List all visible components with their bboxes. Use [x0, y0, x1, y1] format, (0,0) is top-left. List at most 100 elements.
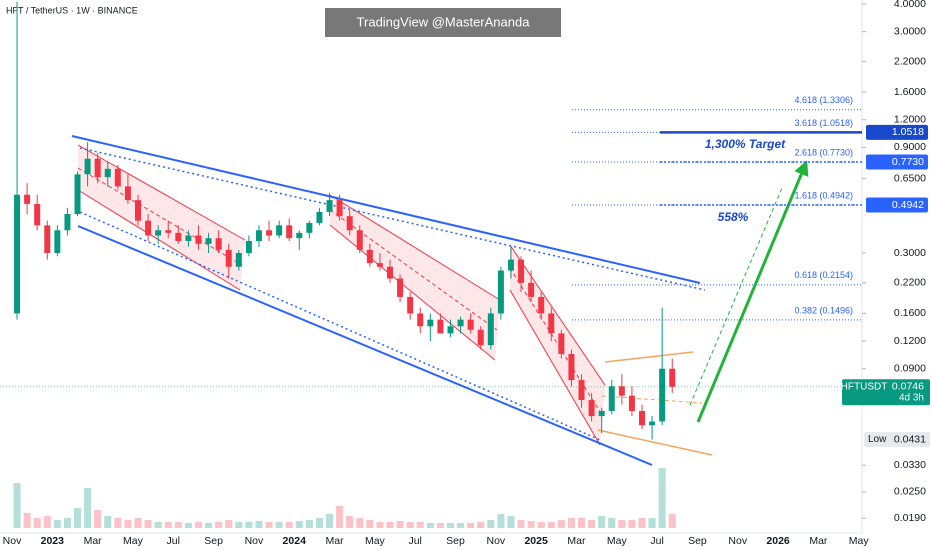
x-tick-label: 2023	[41, 535, 65, 547]
y-tick-label: 4.0000	[894, 0, 926, 10]
volume-bar	[134, 518, 142, 528]
volume-bar	[265, 522, 273, 528]
candle-body	[397, 278, 404, 297]
y-tick-label: 0.0190	[894, 512, 926, 524]
range-line	[604, 351, 694, 363]
x-tick-label: Jul	[408, 535, 421, 547]
trendline-dotted	[79, 147, 706, 291]
candle-body	[407, 296, 414, 314]
candle-body	[175, 232, 182, 241]
price-box	[866, 154, 928, 170]
fib-label: 0.382 (0.1496)	[794, 305, 853, 315]
projection-line	[689, 187, 783, 406]
channel-mid	[77, 167, 243, 266]
x-tick-label: Sep	[204, 535, 223, 547]
volume-bar	[436, 523, 444, 528]
last-price-symbol: HFTUSDT	[841, 381, 888, 392]
candle-body	[84, 158, 91, 175]
candle-body	[64, 214, 71, 231]
volume-bar	[215, 522, 223, 528]
candle-body	[477, 329, 484, 346]
candle-body	[507, 259, 514, 271]
candle-body	[558, 333, 565, 354]
fib-label: 0.618 (0.2154)	[794, 270, 853, 280]
candle-body	[366, 249, 373, 264]
x-tick-label: May	[123, 535, 144, 547]
last-price-label: 0.0746	[892, 381, 924, 393]
volume-bar	[658, 468, 666, 528]
candle-body	[296, 232, 303, 239]
candle-body	[104, 168, 111, 178]
volume-bar	[285, 522, 293, 528]
x-tick-label: Nov	[3, 535, 22, 547]
channel-fill	[330, 195, 500, 360]
volume-bar	[23, 513, 31, 528]
channel-mid	[509, 267, 603, 416]
candle-body	[417, 313, 424, 327]
price-box-label: 1.0518	[892, 126, 924, 138]
y-tick-label: 0.6500	[894, 172, 926, 184]
channel-line	[329, 194, 501, 301]
fib-label: 2.618 (0.7730)	[794, 147, 853, 157]
candle-body	[628, 395, 635, 411]
channel-fill	[78, 145, 245, 290]
candle-body	[114, 168, 121, 187]
trendline	[77, 225, 653, 466]
candle-body	[245, 240, 252, 254]
candle-body	[225, 249, 232, 267]
candle-body	[266, 230, 273, 236]
y-tick-label: 3.0000	[894, 25, 926, 37]
x-tick-label: Nov	[245, 535, 264, 547]
price-box-label: 0.4942	[892, 199, 924, 211]
volume-bar	[73, 508, 82, 528]
x-tick-label: Nov	[728, 535, 747, 547]
candle-body	[54, 230, 61, 254]
volume-bar	[406, 522, 414, 528]
x-tick-label: Jul	[650, 535, 663, 547]
volume-bar	[94, 510, 102, 528]
candle-body	[155, 230, 162, 236]
volume-bar	[336, 506, 344, 528]
volume-bar	[557, 520, 565, 528]
candle-body	[467, 319, 474, 330]
y-tick-label: 0.0330	[894, 459, 926, 471]
candle-body	[215, 238, 222, 250]
low-text: Low	[868, 434, 887, 445]
candle-body	[34, 203, 41, 226]
candle-body	[457, 319, 464, 327]
candle-body	[24, 194, 31, 204]
volume-bar	[255, 521, 263, 528]
volume-bar	[144, 520, 152, 528]
candle-body	[427, 319, 434, 327]
channel-mid	[329, 209, 498, 331]
candle-body	[135, 200, 141, 221]
candle-body	[235, 253, 242, 267]
volume-bar	[315, 518, 323, 528]
volume-bar	[33, 518, 41, 528]
y-tick-label: 1.6000	[894, 86, 926, 98]
candle-body	[497, 270, 504, 314]
channel-line	[509, 244, 606, 386]
drawings	[71, 135, 809, 466]
candle-body	[276, 225, 283, 236]
volume-bar	[346, 516, 354, 528]
x-tick-label: 2024	[283, 535, 307, 547]
candle-body	[336, 200, 343, 217]
volume-bar	[537, 522, 545, 528]
volume-bar	[63, 518, 71, 528]
volume-bar	[467, 523, 475, 528]
candle-body	[165, 230, 172, 233]
candle-body	[124, 186, 131, 201]
x-tick-label: Jul	[167, 535, 180, 547]
candle-body	[588, 400, 595, 417]
volume-bar	[416, 522, 424, 528]
volume-bar	[567, 518, 575, 528]
y-tick-label: 0.1200	[894, 335, 926, 347]
candle-body	[618, 386, 625, 396]
volume-bar	[588, 520, 596, 528]
x-tick-label: Sep	[688, 535, 707, 547]
x-tick-label: Mar	[84, 535, 103, 547]
volume-bar	[114, 518, 122, 528]
volume-bar	[174, 522, 182, 528]
candle-body	[356, 230, 363, 250]
